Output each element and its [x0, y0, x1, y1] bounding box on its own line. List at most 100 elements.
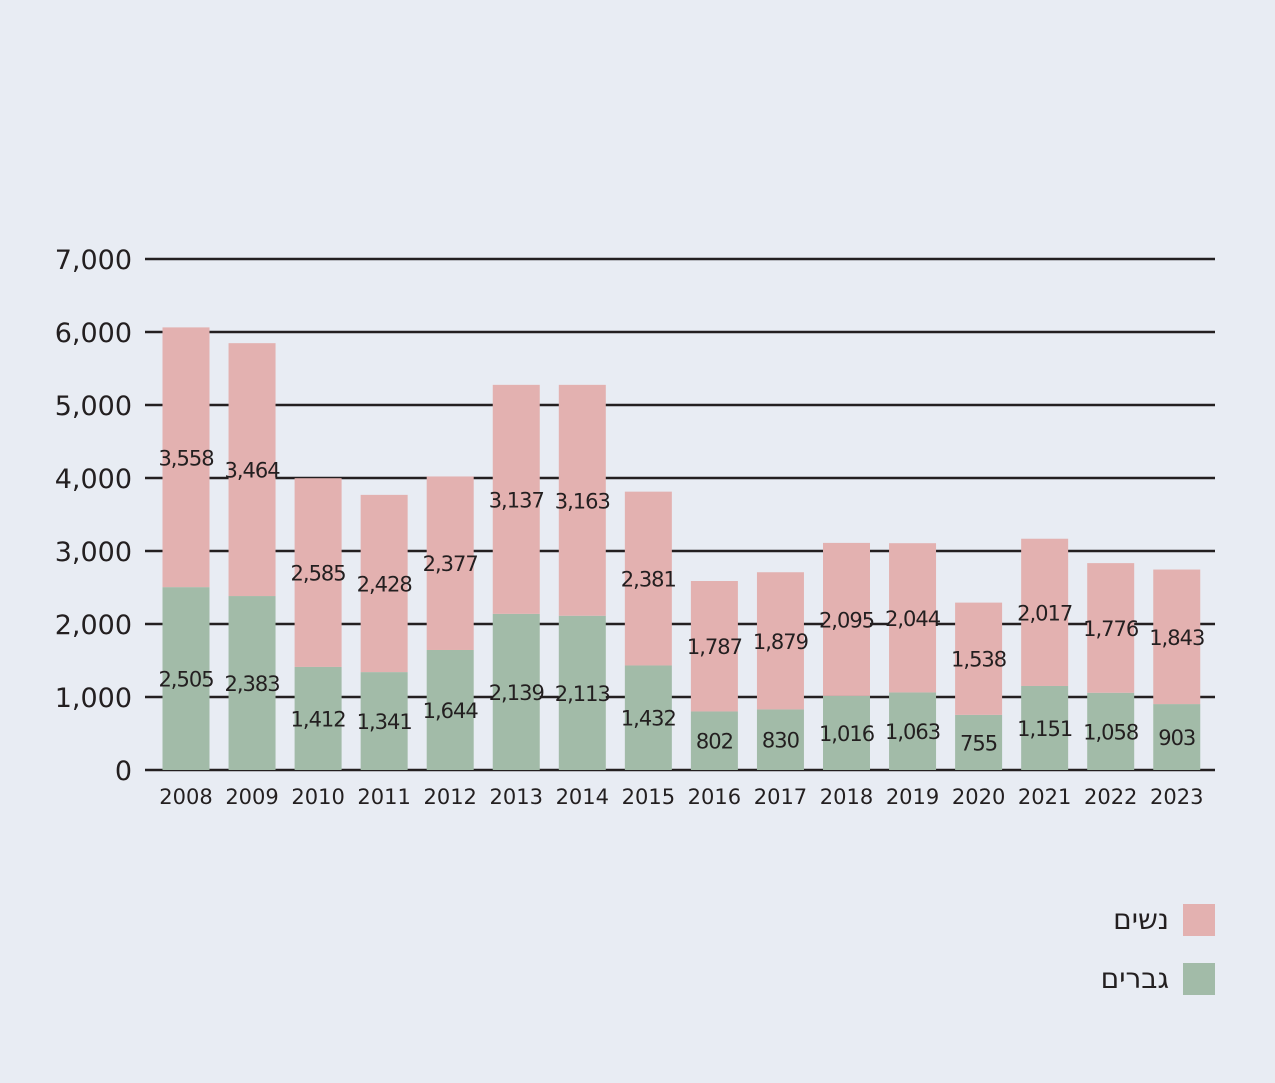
data-label-men: 1,151 [1017, 717, 1072, 741]
legend-swatch-women [1183, 903, 1215, 936]
data-label-men: 903 [1158, 726, 1195, 750]
bar-men [624, 665, 672, 770]
data-label-women: 3,464 [224, 459, 280, 483]
bar-women [690, 581, 738, 712]
bar-women [294, 478, 342, 667]
legend-item-women: נשים [915, 903, 1215, 936]
bar-women [889, 543, 937, 693]
y-tick-label: 4,000 [55, 464, 132, 495]
legend-swatch-men [1183, 962, 1215, 995]
x-tick-label: 2016 [688, 785, 741, 809]
bar-men [1153, 704, 1201, 770]
bar-women [1087, 563, 1135, 693]
bars [162, 327, 1201, 770]
bar-women [823, 542, 870, 696]
data-label-men: 1,016 [819, 722, 875, 746]
data-label-women: 1,879 [753, 630, 808, 654]
data-label-men: 2,505 [158, 668, 213, 692]
x-tick-label: 2020 [952, 785, 1005, 809]
data-label-men: 1,058 [1083, 720, 1138, 744]
bar-men [360, 672, 408, 770]
legend-item-men: גברים [915, 962, 1215, 995]
data-label-men: 1,341 [357, 710, 412, 734]
x-tick-label: 2018 [820, 785, 873, 809]
bar-men [558, 615, 606, 770]
bar-men [1021, 685, 1069, 770]
data-label-men: 830 [762, 729, 799, 753]
data-label-women: 2,377 [423, 552, 478, 576]
bar-women [360, 494, 408, 673]
bar-women [955, 602, 1003, 715]
data-label-men: 2,383 [224, 672, 279, 696]
data-label-men: 2,139 [489, 681, 544, 705]
data-labels: 2,505 3,558 2,383 3,464 1,412 2,585 1,341 2,428… [158, 446, 1205, 755]
data-label-women: 3,558 [158, 446, 213, 470]
x-tick-label: 2010 [291, 785, 344, 809]
data-label-men: 1,432 [621, 707, 676, 731]
x-tick-label: 2022 [1084, 785, 1137, 809]
y-tick-label: 1,000 [55, 683, 132, 714]
y-tick-label: 6,000 [55, 318, 132, 349]
bar-women [162, 327, 210, 588]
bar-men [426, 649, 474, 770]
bar-women [1021, 538, 1069, 686]
data-label-women: 2,585 [291, 562, 346, 586]
data-label-women: 2,044 [885, 607, 941, 631]
bar-men [294, 666, 342, 770]
data-label-women: 3,163 [555, 489, 610, 513]
bar-women [624, 491, 672, 666]
bar-women [558, 384, 606, 616]
y-tick-label: 5,000 [55, 391, 132, 422]
x-tick-label: 2019 [886, 785, 939, 809]
data-label-women: 1,776 [1083, 617, 1139, 641]
bar-women [756, 572, 804, 710]
y-tick-label: 3,000 [55, 537, 132, 568]
bar-men [690, 711, 738, 770]
x-tick-label: 2023 [1150, 785, 1203, 809]
data-label-women: 1,787 [687, 635, 742, 659]
bar-men [162, 587, 210, 770]
x-tick-label: 2021 [1018, 785, 1071, 809]
legend-label-men: גברים [1100, 962, 1169, 995]
x-tick-label: 2015 [622, 785, 675, 809]
bar-women [492, 384, 540, 614]
data-label-women: 3,137 [489, 488, 544, 512]
x-tick-label: 2011 [357, 785, 410, 809]
data-label-men: 1,412 [291, 707, 346, 731]
x-tick-label: 2012 [423, 785, 476, 809]
bar-men [823, 695, 870, 770]
data-label-men: 2,113 [555, 682, 610, 706]
data-label-women: 1,843 [1149, 626, 1204, 650]
y-tick-label: 2,000 [55, 610, 132, 641]
x-tick-label: 2014 [556, 785, 609, 809]
bar-men [1087, 692, 1135, 770]
data-label-women: 2,381 [621, 568, 676, 592]
y-axis-ticks: 0 1,000 2,000 3,000 4,000 5,000 6,000 7,000 [55, 245, 132, 787]
bar-women [426, 476, 474, 650]
x-tick-label: 2008 [159, 785, 212, 809]
x-axis-ticks: 2008 2009 2010 2011 2012 2013 2014 2015 2016 2017… [159, 785, 1203, 809]
data-label-men: 1,063 [885, 720, 940, 744]
bar-men [756, 709, 804, 770]
y-tick-label: 0 [115, 756, 132, 787]
bar-women [228, 343, 276, 597]
legend-label-women: נשים [1113, 903, 1169, 936]
data-label-men: 1,644 [423, 699, 479, 723]
bar-men [955, 714, 1003, 770]
data-label-women: 1,538 [951, 648, 1006, 672]
bar-men [228, 596, 276, 770]
bar-men [889, 692, 937, 770]
x-tick-label: 2013 [490, 785, 543, 809]
data-label-men: 802 [696, 730, 733, 754]
bar-women [1153, 569, 1201, 705]
bar-men [492, 613, 540, 770]
data-label-women: 2,095 [819, 608, 874, 632]
y-tick-label: 7,000 [55, 245, 132, 276]
data-label-men: 755 [960, 731, 997, 755]
data-label-women: 2,428 [357, 572, 412, 596]
x-tick-label: 2009 [225, 785, 278, 809]
data-label-women: 2,017 [1017, 601, 1072, 625]
x-tick-label: 2017 [754, 785, 807, 809]
